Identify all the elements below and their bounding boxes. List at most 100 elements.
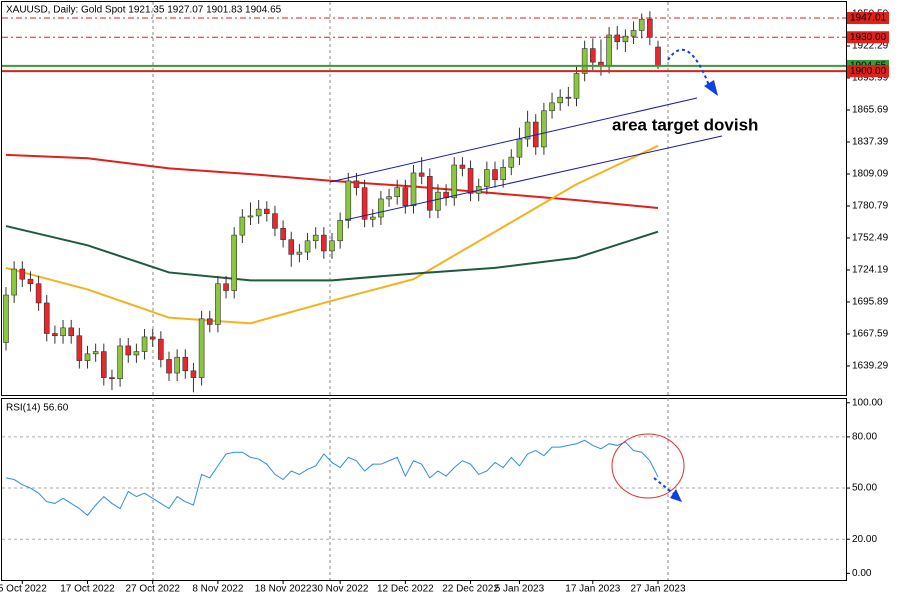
candle-body [3,294,9,343]
y-tick-label: 1695.89 [852,297,889,308]
candle-body [288,239,295,255]
candle-body [655,46,661,67]
projection-arrow [667,48,711,89]
candle-body [459,164,466,169]
y-tick-label: 1893.99 [852,73,889,84]
x-tick-label: 30 Nov 2022 [312,584,369,595]
price-level-box [847,31,889,44]
candle-body [92,351,99,355]
candle-body [353,180,360,188]
period-separators [152,2,669,580]
candle-body [565,96,572,99]
candle-body [125,345,132,356]
annotation: area target dovish [612,115,758,134]
y-tick-label: 50.00 [852,483,877,494]
candle-body [638,18,645,31]
rsi-title: RSI(14) 56.60 [6,403,69,414]
candle-body [410,172,417,207]
x-tick-label: 17 Oct 2022 [60,584,115,595]
candle-body [133,351,140,356]
candle-body [296,251,303,255]
candle-body [239,216,246,236]
candle-body [541,110,547,148]
plot-area [2,11,846,540]
candle-body [435,191,441,211]
candle-body [345,180,352,221]
candle-body [337,220,343,242]
candle-body [492,169,498,181]
candle-body [304,240,311,253]
candle-body [109,377,115,380]
rsi-highlight [611,433,685,499]
y-tick-label: 100.00 [852,397,883,408]
price-level-label: 1930.00 [850,32,887,43]
candle-body [418,172,425,177]
candle-body [581,48,588,74]
candle-body [198,318,205,378]
channel [329,97,723,221]
candle-body [231,234,237,291]
y-tick-label: 1639.29 [852,361,889,372]
candle-body [76,335,83,361]
candle-body [484,169,490,187]
candle-body [247,215,254,218]
channel-upper [329,97,698,183]
rsi-arrow-path [653,477,675,495]
candle-body [19,268,26,280]
candle-body [35,283,42,304]
arrow-head [704,80,718,96]
candle-body [508,156,515,168]
candle-body [84,353,91,361]
candle-body [467,168,474,194]
y-tick-label: 1865.69 [852,105,889,116]
candle-body [43,302,50,334]
candle-body [68,327,74,337]
candle-body [614,34,621,43]
candle-body [190,370,197,378]
chart-title: XAUUSD, Daily: Gold Spot 1921.35 1927.07… [6,5,282,16]
candle-body [312,234,319,242]
candle-body [101,351,107,378]
x-tick-label: 8 Nov 2022 [192,584,244,595]
candle-body [52,333,58,337]
candle-body [378,198,384,218]
x-tick-label: 12 Dec 2022 [377,584,434,595]
x-tick-label: 27 Jan 2023 [630,584,685,595]
rsi-line [5,439,659,517]
candle-body [426,176,433,211]
y-tick-label: 80.00 [852,432,877,443]
candle-body [174,356,180,374]
candle-body [149,336,156,340]
price-level-box [847,12,889,25]
candle-body [206,318,213,325]
y-tick-label: 1922.29 [852,41,889,52]
candle-body [361,187,368,220]
candle-body [516,138,523,158]
candle-body [402,187,409,207]
x-tick-label: 17 Jan 2023 [565,584,620,595]
candle-body [215,283,221,325]
x-tick-label: 5 Jan 2023 [495,584,545,595]
candle-body [394,187,401,197]
channel-lower [344,135,723,221]
main-panel-frame [1,1,847,396]
y-tick-label: 1837.39 [852,137,889,148]
candle-body [549,102,555,112]
candle-body [622,35,629,43]
candle-body [27,278,34,285]
y-tick-label: 0.00 [852,568,872,579]
y-tick-label: 20.00 [852,534,877,545]
price-level-label: 1900.00 [850,66,887,77]
candle-body [223,283,229,291]
candle-body [647,18,653,38]
candle-body [272,213,278,229]
moving-average [5,225,659,282]
candle-body [329,240,335,252]
candle-body [263,208,270,214]
y-tick-label: 1780.79 [852,201,889,212]
candle-body [117,345,123,380]
arrow-path [667,48,711,89]
candle-body [321,234,327,252]
